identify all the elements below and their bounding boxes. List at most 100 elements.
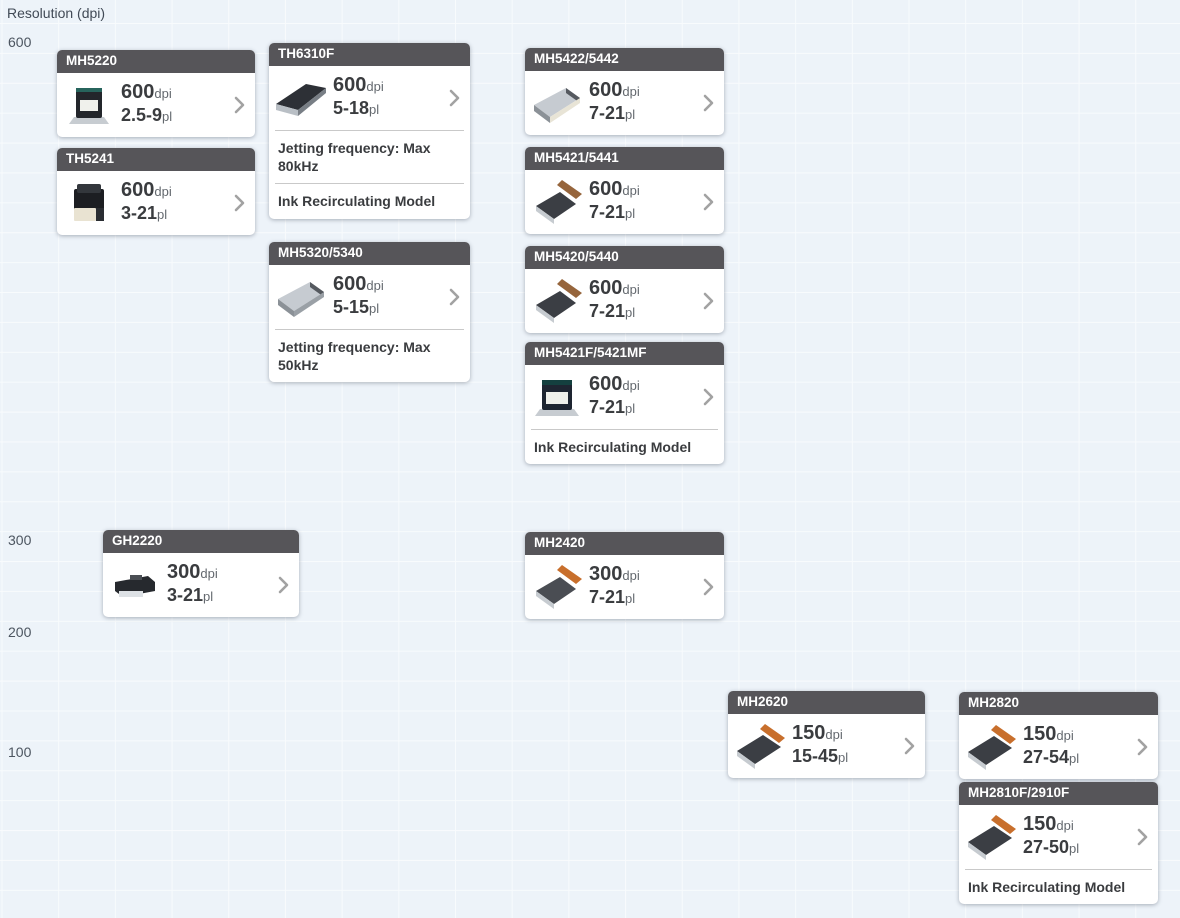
droplet-line: 7-21pl: [589, 102, 699, 126]
product-card-mh5422-5442[interactable]: MH5422/5442 600dpi 7-21pl: [525, 48, 724, 135]
product-name: MH2620: [728, 691, 925, 714]
product-note: Jetting frequency: Max 50kHz: [275, 329, 464, 382]
dpi-line: 150dpi: [1023, 814, 1133, 836]
product-name: MH5421F/5421MF: [525, 342, 724, 365]
droplet-line: 7-21pl: [589, 201, 699, 225]
printhead-photo-icon: [530, 374, 584, 420]
product-name: MH5422/5442: [525, 48, 724, 71]
printhead-photo-icon: [530, 278, 584, 324]
product-card-mh2620[interactable]: MH2620 150dpi 15-45pl: [728, 691, 925, 778]
dpi-line: 600dpi: [589, 374, 699, 396]
chevron-right-icon[interactable]: [703, 94, 714, 112]
product-name: MH2820: [959, 692, 1158, 715]
chevron-right-icon[interactable]: [703, 578, 714, 596]
product-card-mh2810f-2910f[interactable]: MH2810F/2910F 150dpi 27-50pl Ink Recircu…: [959, 782, 1158, 905]
dpi-unit: dpi: [154, 86, 172, 101]
product-card-mh2420[interactable]: MH2420 300dpi 7-21pl: [525, 532, 724, 619]
dpi-unit: dpi: [622, 183, 640, 198]
axis-title: Resolution (dpi): [7, 5, 106, 21]
printhead-photo-icon: [530, 80, 584, 126]
product-note: Ink Recirculating Model: [531, 429, 718, 464]
product-name: GH2220: [103, 530, 299, 553]
droplet-value: 3-21: [167, 585, 204, 605]
droplet-unit: pl: [625, 305, 636, 320]
product-specs: 600dpi 7-21pl: [589, 278, 699, 324]
droplet-value: 3-21: [121, 203, 158, 223]
chevron-right-icon[interactable]: [278, 576, 289, 594]
droplet-unit: pl: [1069, 841, 1080, 856]
product-name: MH5320/5340: [269, 242, 470, 265]
printhead-photo-icon: [274, 75, 328, 121]
droplet-value: 15-45: [792, 746, 839, 766]
dpi-value: 150: [1023, 813, 1057, 835]
dpi-line: 600dpi: [121, 82, 230, 104]
dpi-line: 600dpi: [589, 80, 699, 102]
chevron-right-icon[interactable]: [449, 89, 460, 107]
product-specs: 150dpi 27-54pl: [1023, 724, 1133, 770]
printhead-photo-icon: [274, 274, 328, 320]
droplet-line: 7-21pl: [589, 396, 699, 420]
chevron-right-icon[interactable]: [1137, 738, 1148, 756]
dpi-unit: dpi: [622, 568, 640, 583]
droplet-line: 7-21pl: [589, 586, 699, 610]
product-specs: 600dpi 5-15pl: [333, 274, 445, 320]
dpi-line: 300dpi: [589, 564, 699, 586]
product-note: Ink Recirculating Model: [275, 183, 464, 218]
dpi-value: 150: [792, 722, 826, 744]
dpi-line: 600dpi: [333, 274, 445, 296]
droplet-unit: pl: [157, 207, 168, 222]
product-specs: 300dpi 7-21pl: [589, 564, 699, 610]
printhead-photo-icon: [530, 564, 584, 610]
printhead-photo-icon: [108, 562, 162, 608]
product-card-mh5420-5440[interactable]: MH5420/5440 600dpi 7-21pl: [525, 246, 724, 333]
product-card-mh2820[interactable]: MH2820 150dpi 27-54pl: [959, 692, 1158, 779]
droplet-line: 7-21pl: [589, 300, 699, 324]
dpi-line: 600dpi: [589, 179, 699, 201]
chevron-right-icon[interactable]: [449, 288, 460, 306]
dpi-unit: dpi: [1056, 818, 1074, 833]
product-card-mh5320-5340[interactable]: MH5320/5340 600dpi 5-15pl Jetting freque…: [269, 242, 470, 383]
chevron-right-icon[interactable]: [703, 388, 714, 406]
dpi-line: 600dpi: [121, 180, 230, 202]
chevron-right-icon[interactable]: [234, 194, 245, 212]
chevron-right-icon[interactable]: [234, 96, 245, 114]
dpi-line: 600dpi: [589, 278, 699, 300]
droplet-unit: pl: [369, 301, 380, 316]
product-name: MH5421/5441: [525, 147, 724, 170]
chevron-right-icon[interactable]: [1137, 828, 1148, 846]
product-name: MH2420: [525, 532, 724, 555]
product-card-mh5421-5441[interactable]: MH5421/5441 600dpi 7-21pl: [525, 147, 724, 234]
chevron-right-icon[interactable]: [703, 193, 714, 211]
axis-tick-300: 300: [8, 532, 32, 548]
dpi-value: 600: [121, 179, 155, 201]
dpi-unit: dpi: [154, 184, 172, 199]
product-note: Ink Recirculating Model: [965, 869, 1152, 904]
product-card-mh5220[interactable]: MH5220 600dpi 2.5-9pl: [57, 50, 255, 137]
dpi-line: 150dpi: [1023, 724, 1133, 746]
printhead-photo-icon: [530, 179, 584, 225]
dpi-value: 300: [167, 561, 201, 583]
axis-tick-200: 200: [8, 624, 32, 640]
product-note: Jetting frequency: Max 80kHz: [275, 130, 464, 183]
droplet-unit: pl: [203, 589, 214, 604]
product-name: MH2810F/2910F: [959, 782, 1158, 805]
droplet-line: 2.5-9pl: [121, 104, 230, 128]
droplet-line: 5-18pl: [333, 97, 445, 121]
chevron-right-icon[interactable]: [904, 737, 915, 755]
product-card-th5241[interactable]: TH5241 600dpi 3-21pl: [57, 148, 255, 235]
dpi-unit: dpi: [366, 278, 384, 293]
droplet-value: 2.5-9: [121, 105, 163, 125]
droplet-line: 3-21pl: [167, 584, 274, 608]
droplet-value: 7-21: [589, 587, 626, 607]
droplet-unit: pl: [1069, 751, 1080, 766]
dpi-value: 600: [589, 79, 623, 101]
product-card-gh2220[interactable]: GH2220 300dpi 3-21pl: [103, 530, 299, 617]
product-card-mh5421f-5421mf[interactable]: MH5421F/5421MF 600dpi 7-21pl Ink Recircu…: [525, 342, 724, 465]
product-card-th6310f[interactable]: TH6310F 600dpi 5-18pl Jetting frequency:…: [269, 43, 470, 219]
dpi-line: 300dpi: [167, 562, 274, 584]
chevron-right-icon[interactable]: [703, 292, 714, 310]
product-specs: 600dpi 7-21pl: [589, 374, 699, 420]
dpi-value: 600: [589, 178, 623, 200]
printhead-photo-icon: [964, 724, 1018, 770]
dpi-value: 600: [121, 81, 155, 103]
